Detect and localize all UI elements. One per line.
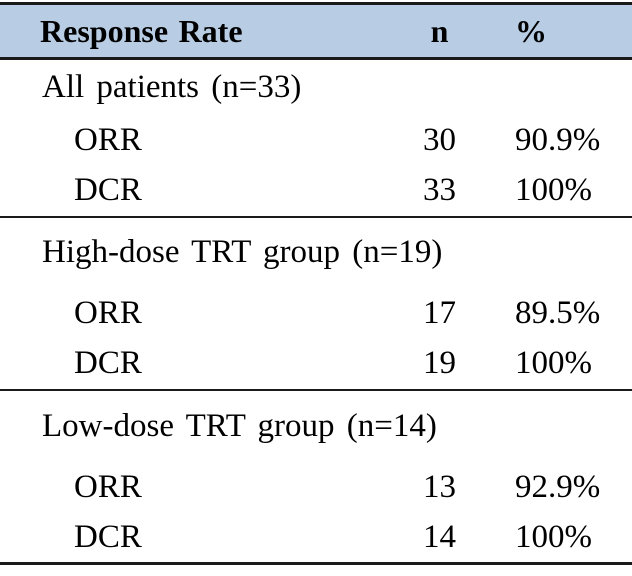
row-n-value: 14: [423, 518, 456, 555]
row-n-value: 30: [423, 121, 456, 158]
row-n-value: 13: [423, 468, 456, 505]
row-label: ORR: [74, 468, 142, 505]
group-label: Low-dose TRT group (n=14): [42, 407, 437, 444]
row-label: DCR: [74, 172, 142, 208]
row-n-value: 33: [423, 172, 456, 208]
row-percent-value: 100%: [515, 172, 592, 208]
table-row: ORR 17 89.5%: [0, 288, 632, 339]
table-row: DCR 19 100%: [0, 339, 632, 390]
header-percent: %: [515, 12, 547, 49]
table-row: ORR 30 90.9%: [0, 115, 632, 166]
row-n-value: 17: [423, 294, 456, 331]
group-label: All patients (n=33): [42, 68, 302, 105]
table-row: DCR 14 100%: [0, 513, 632, 564]
row-label: DCR: [74, 518, 142, 555]
row-percent-value: 92.9%: [515, 468, 601, 505]
group-label: High-dose TRT group (n=19): [42, 234, 443, 270]
group-row-high-dose: High-dose TRT group (n=19): [0, 217, 632, 288]
row-n-value: 19: [423, 345, 456, 381]
group-row-low-dose: Low-dose TRT group (n=14): [0, 390, 632, 462]
response-rate-table: Response Rate n % All patients (n=33) OR…: [0, 2, 632, 565]
row-percent-value: 100%: [515, 345, 592, 381]
row-label: ORR: [74, 121, 142, 158]
row-percent-value: 89.5%: [515, 294, 601, 331]
row-percent-value: 100%: [515, 518, 592, 555]
header-n: n: [430, 12, 449, 49]
row-label: DCR: [74, 345, 142, 381]
row-label: ORR: [74, 294, 142, 331]
table-row: ORR 13 92.9%: [0, 462, 632, 513]
header-response-rate: Response Rate: [40, 12, 243, 49]
table-row: DCR 33 100%: [0, 166, 632, 217]
row-percent-value: 90.9%: [515, 121, 601, 158]
group-row-all-patients: All patients (n=33): [0, 59, 632, 115]
table-header-row: Response Rate n %: [0, 3, 632, 59]
